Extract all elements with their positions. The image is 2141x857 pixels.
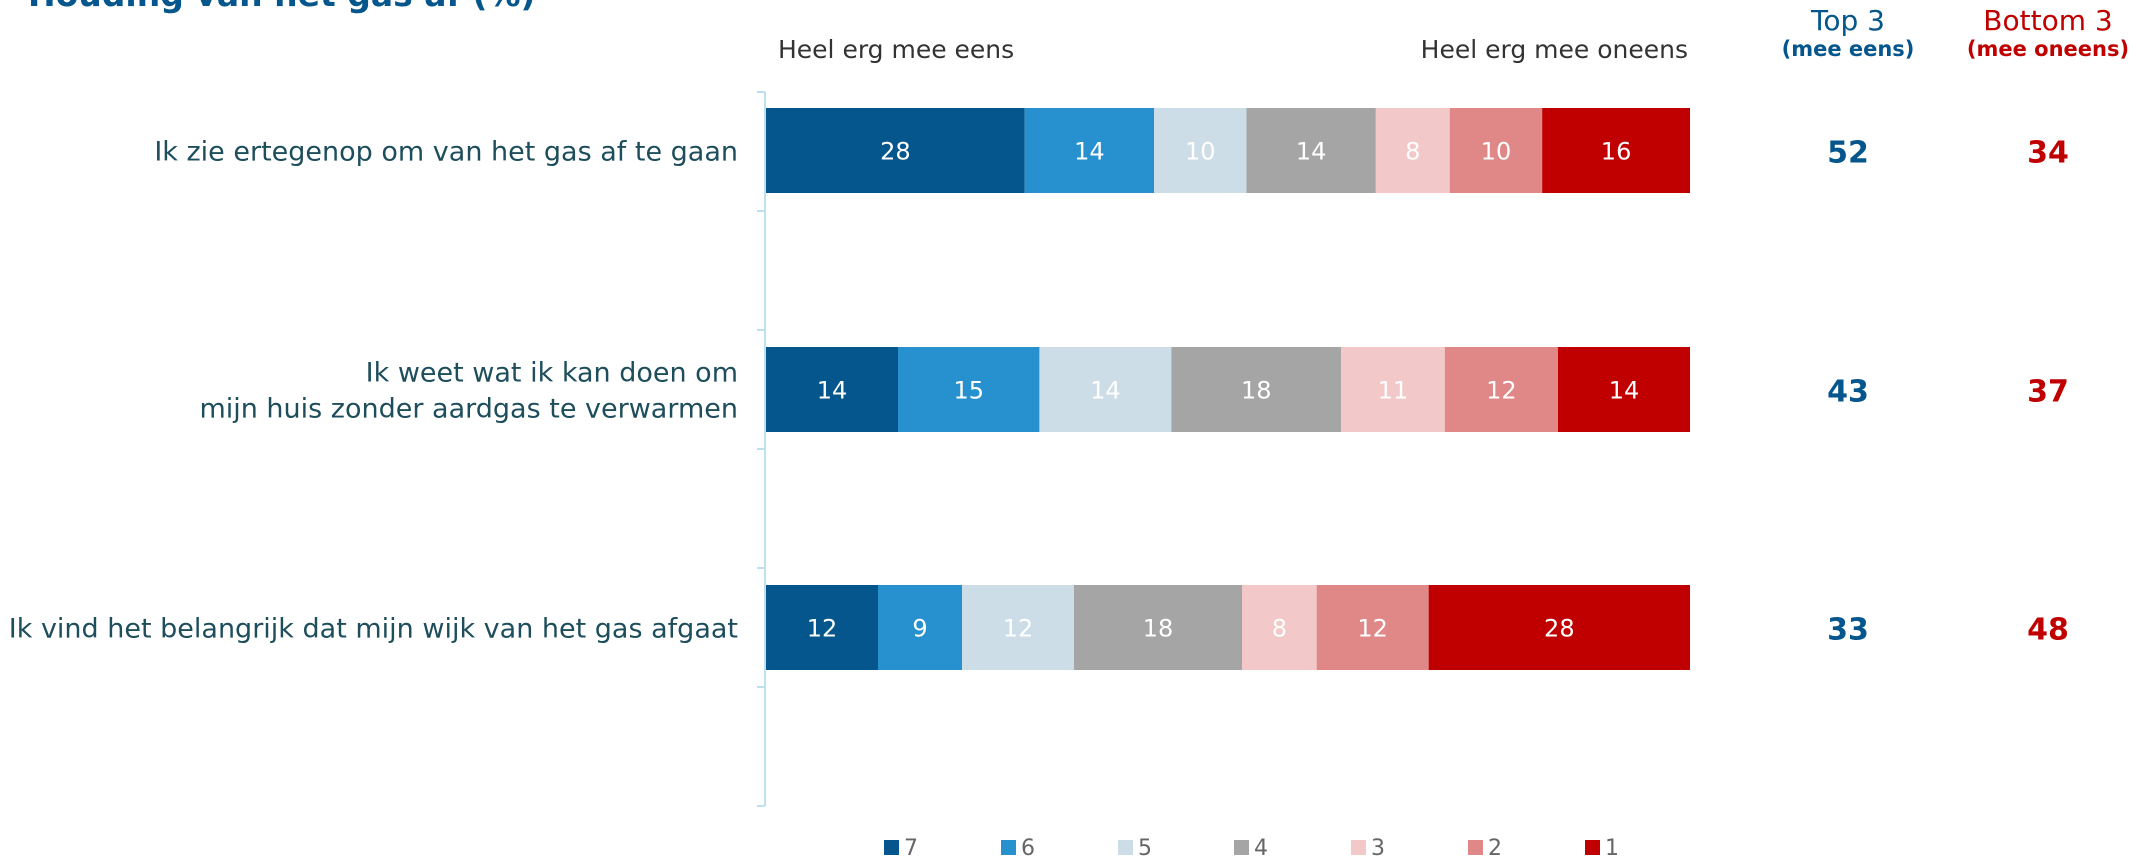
category-label: Ik zie ertegenop om van het gas af te ga… [154, 137, 738, 168]
bottom3-subheader: (mee oneens) [1967, 37, 2129, 61]
bar-value-label: 11 [1378, 377, 1409, 405]
scale-left-label: Heel erg mee eens [778, 35, 1014, 64]
bar-value-label: 10 [1481, 138, 1512, 166]
legend-label-1: 1 [1605, 836, 1619, 857]
bottom3-header: Bottom 3 [1983, 4, 2112, 37]
bar-value-label: 18 [1241, 377, 1272, 405]
legend-swatch-2 [1468, 840, 1483, 855]
bottom3-value: 48 [2027, 613, 2069, 648]
bottom3-value: 37 [2027, 375, 2069, 410]
bar-segment-4 [1171, 347, 1342, 432]
bar-value-label: 14 [1296, 138, 1327, 166]
bar-value-label: 12 [1486, 377, 1517, 405]
bar-value-label: 12 [1357, 615, 1388, 643]
bar-value-label: 8 [1272, 615, 1287, 643]
bar-segment-2 [1316, 585, 1429, 670]
top3-value: 52 [1827, 136, 1869, 171]
bar-segment-6 [878, 585, 962, 670]
bar-value-label: 9 [912, 615, 927, 643]
scale-right-label: Heel erg mee oneens [1421, 35, 1688, 64]
bar-segment-1 [1542, 108, 1690, 193]
legend-label-2: 2 [1488, 836, 1502, 857]
bar-segment-5 [962, 585, 1074, 670]
bar-value-label: 8 [1405, 138, 1420, 166]
bar-segment-2 [1449, 108, 1543, 193]
bar-segment-7 [766, 108, 1025, 193]
top3-header: Top 3 [1810, 4, 1885, 37]
bar-segment-4 [1246, 108, 1376, 193]
bar-segment-5 [1039, 347, 1172, 432]
bar-value-label: 18 [1143, 615, 1174, 643]
top3-subheader: (mee eens) [1782, 37, 1915, 61]
bar-segment-7 [766, 585, 878, 670]
bar-value-label: 28 [1544, 615, 1575, 643]
legend-label-3: 3 [1371, 836, 1385, 857]
bar-segment-3 [1242, 585, 1317, 670]
legend-label-4: 4 [1254, 836, 1268, 857]
bar-segment-1 [1558, 347, 1690, 432]
bar-value-label: 14 [1074, 138, 1105, 166]
bar-segment-3 [1375, 108, 1450, 193]
legend-swatch-3 [1351, 840, 1366, 855]
category-label: mijn huis zonder aardgas te verwarmen [199, 394, 738, 425]
category-label: Ik weet wat ik kan doen om [366, 358, 738, 389]
legend-swatch-7 [884, 840, 899, 855]
bar-value-label: 14 [1609, 377, 1640, 405]
bottom3-value: 34 [2027, 136, 2069, 171]
bar-value-label: 12 [1003, 615, 1034, 643]
category-label: Ik vind het belangrijk dat mijn wijk van… [9, 614, 738, 645]
bar-value-label: 14 [1090, 377, 1121, 405]
bar-value-label: 16 [1601, 138, 1632, 166]
legend-swatch-4 [1234, 840, 1249, 855]
legend-swatch-6 [1001, 840, 1016, 855]
legend-label-7: 7 [904, 836, 918, 857]
bar-segment-2 [1444, 347, 1558, 432]
chart-title: Houding van het gas af (%) [28, 0, 536, 14]
bar-value-label: 15 [953, 377, 984, 405]
legend-swatch-1 [1585, 840, 1600, 855]
bar-segment-7 [766, 347, 898, 432]
legend-swatch-5 [1118, 840, 1133, 855]
bar-value-label: 12 [807, 615, 838, 643]
top3-value: 43 [1827, 375, 1869, 410]
bar-segment-3 [1341, 347, 1445, 432]
legend-label-6: 6 [1021, 836, 1035, 857]
bar-segment-6 [898, 347, 1040, 432]
legend-label-5: 5 [1138, 836, 1152, 857]
bar-segment-1 [1428, 585, 1690, 670]
bar-value-label: 28 [880, 138, 911, 166]
bar-value-label: 14 [817, 377, 848, 405]
bar-value-label: 10 [1185, 138, 1216, 166]
bar-segment-4 [1074, 585, 1242, 670]
top3-value: 33 [1827, 613, 1869, 648]
bar-segment-6 [1024, 108, 1155, 193]
bar-segment-5 [1154, 108, 1247, 193]
